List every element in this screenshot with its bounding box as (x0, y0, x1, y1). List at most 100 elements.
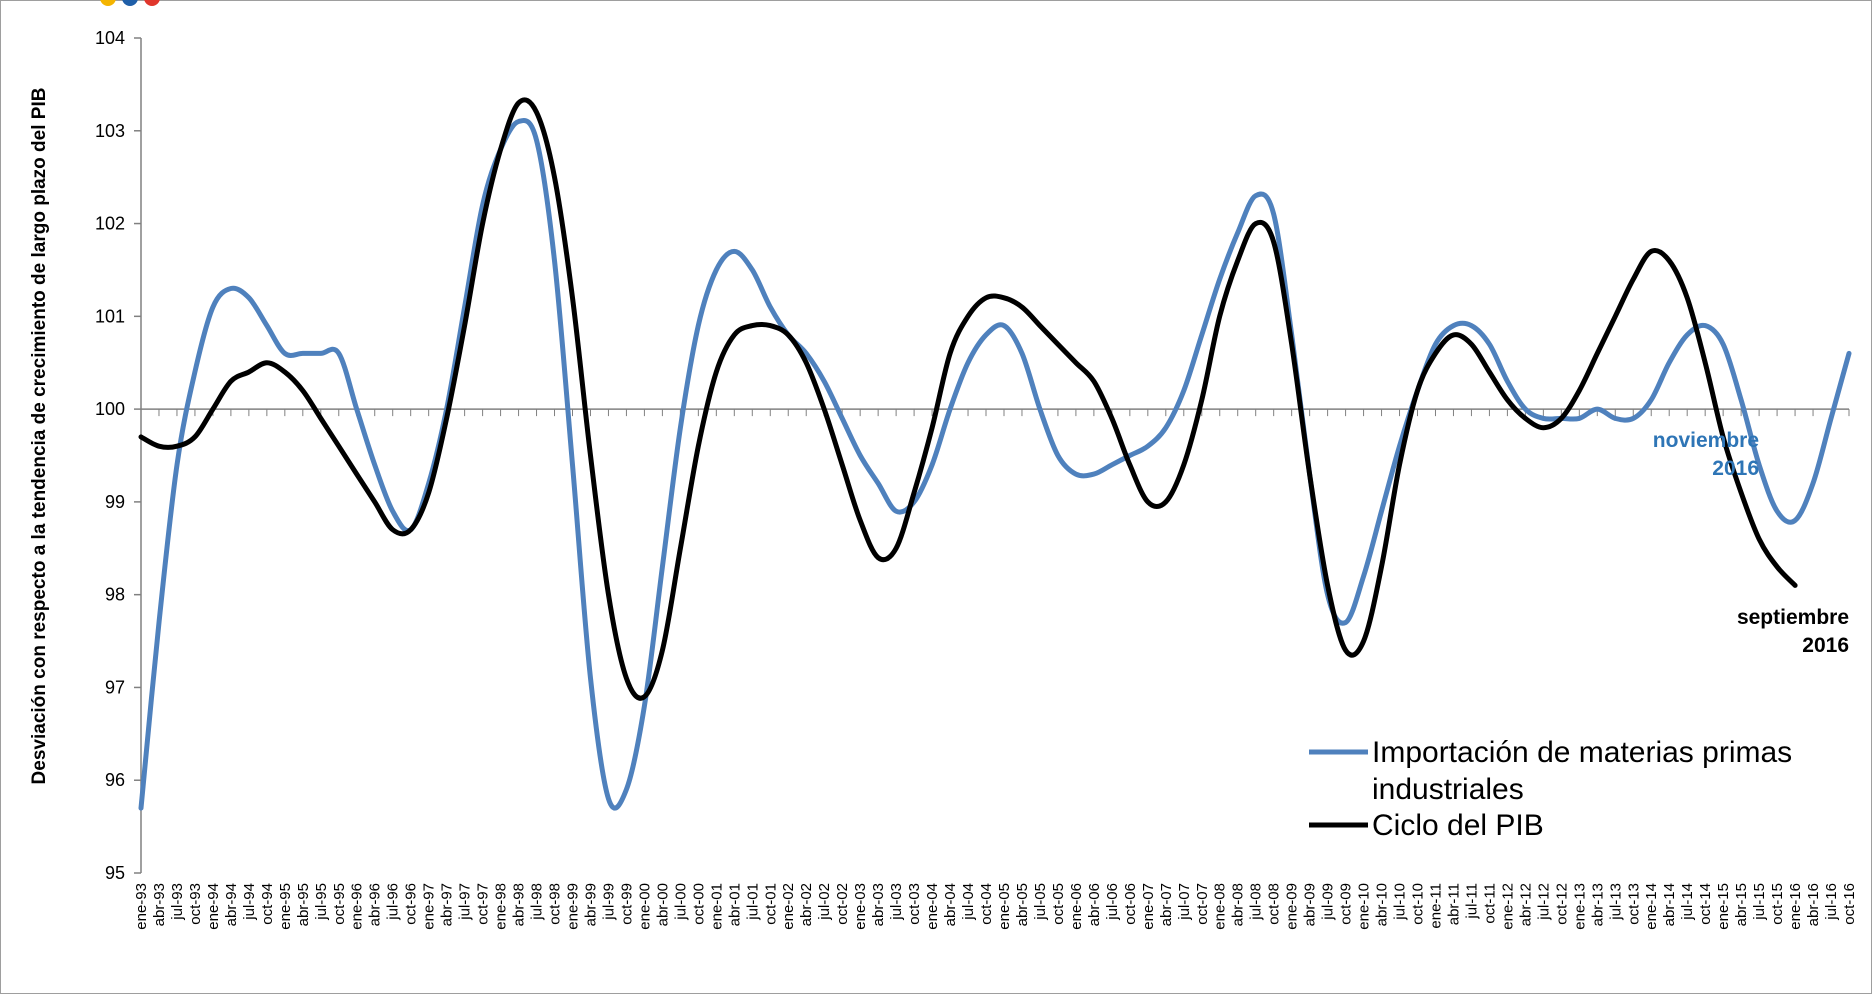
x-tick-label: ene-94 (205, 883, 222, 930)
annotation-imports-last-month: noviembre 2016 (1653, 429, 1759, 480)
annotation-line: septiembre (1737, 606, 1849, 629)
x-tick-label: ene-12 (1499, 883, 1516, 930)
x-tick-label: ene-06 (1068, 883, 1085, 930)
x-tick-label: oct-93 (187, 883, 204, 925)
x-tick-label: oct-13 (1625, 883, 1642, 925)
x-tick-label: ene-10 (1356, 883, 1373, 930)
x-tick-label: oct-04 (978, 883, 995, 925)
x-tick-label: ene-95 (277, 883, 294, 930)
x-tick-label: oct-15 (1769, 883, 1786, 925)
x-tick-label: ene-09 (1284, 883, 1301, 930)
legend-entry-label: Ciclo del PIB (1372, 809, 1544, 842)
x-tick-label: jul-01 (744, 883, 761, 921)
x-tick-label: abr-16 (1805, 883, 1822, 926)
y-tick-label: 96 (105, 770, 125, 790)
x-tick-label: oct-10 (1410, 883, 1427, 925)
x-tick-label: abr-93 (151, 883, 168, 926)
x-tick-label: jul-97 (457, 883, 474, 921)
x-tick-label: abr-12 (1517, 883, 1534, 926)
x-tick-label: jul-11 (1463, 883, 1480, 920)
x-tick-label: abr-99 (582, 883, 599, 926)
x-tick-label: abr-10 (1374, 883, 1391, 926)
x-tick-label: oct-01 (762, 883, 779, 925)
x-tick-label: ene-02 (780, 883, 797, 930)
series-layer (138, 97, 1852, 811)
x-tick-label: ene-15 (1715, 883, 1732, 930)
x-tick-label: abr-03 (870, 883, 887, 926)
x-tick-label: oct-97 (475, 883, 492, 925)
legend-label-line: Ciclo del PIB (1372, 809, 1544, 842)
x-tick-label: oct-00 (690, 883, 707, 925)
x-tick-label: ene-05 (996, 883, 1013, 930)
x-tick-label: jul-14 (1679, 883, 1696, 921)
x-tick-label: abr-98 (511, 883, 528, 926)
x-tick-label: oct-07 (1194, 883, 1211, 925)
x-tick-label: jul-12 (1535, 883, 1552, 921)
x-tick-label: ene-16 (1787, 883, 1804, 930)
x-tick-label: jul-06 (1104, 883, 1121, 921)
x-tick-label: oct-16 (1841, 883, 1858, 925)
x-tick-label: abr-05 (1014, 883, 1031, 926)
x-tick-label: abr-11 (1445, 883, 1462, 925)
legend-entry-label: Importación de materias primas industrial… (1372, 736, 1792, 806)
x-tick-label: oct-96 (403, 883, 420, 925)
x-tick-label: jul-00 (672, 883, 689, 921)
x-tick-label: oct-14 (1697, 883, 1714, 925)
y-tick-label: 100 (95, 399, 125, 419)
y-tick-label: 103 (95, 121, 125, 141)
x-tick-label: ene-14 (1643, 883, 1660, 930)
x-tick-label: abr-02 (798, 883, 815, 926)
x-tick-label: oct-02 (834, 883, 851, 925)
x-tick-label: ene-04 (924, 883, 941, 930)
x-tick-label: oct-06 (1122, 883, 1139, 925)
x-tick-label: abr-06 (1086, 883, 1103, 926)
x-tick-label: ene-08 (1212, 883, 1229, 930)
x-tick-label: oct-08 (1266, 883, 1283, 925)
x-tick-label: ene-98 (493, 883, 510, 930)
y-tick-label: 95 (105, 863, 125, 883)
annotation-line: 2016 (1712, 457, 1759, 480)
x-tick-label: abr-13 (1589, 883, 1606, 926)
x-tick-label: ene-13 (1571, 883, 1588, 930)
x-tick-label: jul-08 (1248, 883, 1265, 921)
x-tick-label: oct-11 (1481, 883, 1498, 924)
legend: Importación de materias primas industrial… (1309, 736, 1792, 842)
x-tick-label: oct-09 (1338, 883, 1355, 925)
x-tick-label: abr-08 (1230, 883, 1247, 926)
x-tick-label: oct-99 (618, 883, 635, 925)
x-tick-label: oct-05 (1050, 883, 1067, 925)
x-tick-label: ene-11 (1427, 883, 1444, 929)
annotations: noviembre 2016 septiembre 2016 (1653, 429, 1849, 657)
x-tick-label: jul-03 (888, 883, 905, 921)
y-tick-label: 104 (95, 28, 125, 48)
x-tick-label: ene-00 (636, 883, 653, 930)
x-tick-label: abr-04 (942, 883, 959, 926)
x-tick-label: ene-93 (133, 883, 150, 930)
x-tick-label: oct-12 (1553, 883, 1570, 925)
annotation-line: 2016 (1802, 634, 1849, 657)
y-tick-label: 97 (105, 677, 125, 697)
x-tick-label: jul-09 (1320, 883, 1337, 921)
x-tick-label: abr-94 (223, 883, 240, 926)
x-tick-label: abr-09 (1302, 883, 1319, 926)
x-tick-label: oct-94 (259, 883, 276, 925)
x-tick-label: jul-93 (169, 883, 186, 921)
x-axis: ene-93 abr-93 jul-93 oct-93 ene-94 abr-94 jul-… (133, 408, 1858, 930)
x-tick-label: abr-14 (1661, 883, 1678, 926)
x-tick-label: jul-13 (1607, 883, 1624, 921)
x-tick-label: jul-07 (1176, 883, 1193, 921)
x-tick-label: jul-10 (1392, 883, 1409, 921)
x-tick-label: ene-07 (1140, 883, 1157, 930)
x-tick-label: abr-01 (726, 883, 743, 926)
y-tick-label: 102 (95, 214, 125, 234)
x-tick-label: jul-99 (600, 883, 617, 921)
x-tick-label: oct-95 (331, 883, 348, 925)
x-tick-label: abr-95 (295, 883, 312, 926)
x-tick-label: ene-03 (852, 883, 869, 930)
x-tick-label: jul-95 (313, 883, 330, 921)
x-tick-label: abr-96 (367, 883, 384, 926)
y-axis-title: Desviación con respecto a la tendencia d… (29, 88, 50, 785)
x-tick-label: ene-01 (708, 883, 725, 930)
